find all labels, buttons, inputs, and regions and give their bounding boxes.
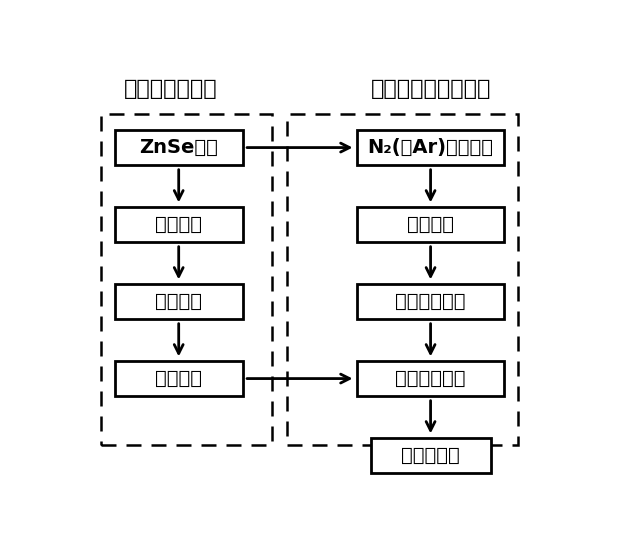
Text: 飞秒激光烧蚀: 飞秒激光烧蚀 <box>396 292 466 311</box>
FancyBboxPatch shape <box>357 361 504 396</box>
Text: 微米分散液制备: 微米分散液制备 <box>124 79 218 99</box>
FancyBboxPatch shape <box>114 361 243 396</box>
Text: 量子点溶胶: 量子点溶胶 <box>401 446 460 465</box>
FancyBboxPatch shape <box>357 130 504 165</box>
FancyBboxPatch shape <box>357 284 504 319</box>
Text: 飞秒激光微流道烧蚀: 飞秒激光微流道烧蚀 <box>370 79 491 99</box>
Text: 调节流量: 调节流量 <box>407 215 454 234</box>
Text: 机械破碎: 机械破碎 <box>155 215 202 234</box>
Text: 湿法球磨: 湿法球磨 <box>155 292 202 311</box>
FancyBboxPatch shape <box>114 284 243 319</box>
Text: 分散稀释: 分散稀释 <box>155 369 202 388</box>
Text: N₂(或Ar)鼓泡除气: N₂(或Ar)鼓泡除气 <box>368 138 494 157</box>
Text: 产物持续搞拌: 产物持续搞拌 <box>396 369 466 388</box>
FancyBboxPatch shape <box>114 207 243 242</box>
FancyBboxPatch shape <box>371 438 490 473</box>
Text: ZnSe晶体: ZnSe晶体 <box>139 138 218 157</box>
FancyBboxPatch shape <box>357 207 504 242</box>
FancyBboxPatch shape <box>114 130 243 165</box>
